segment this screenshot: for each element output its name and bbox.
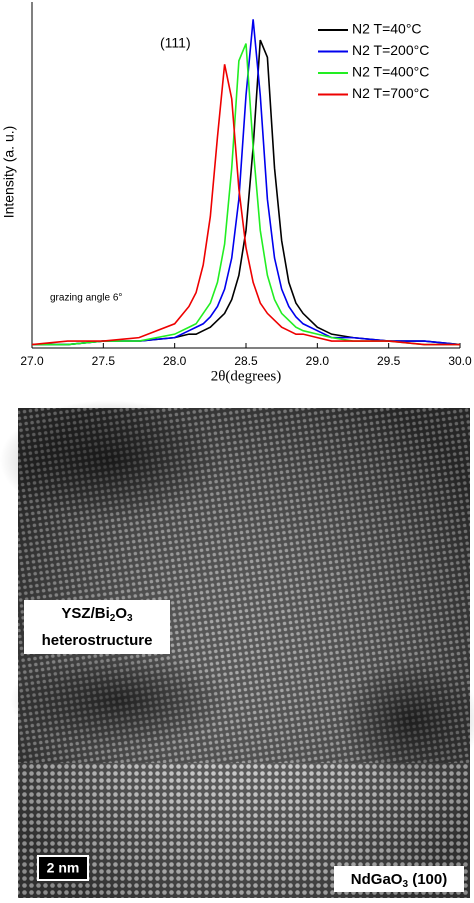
tem-shading <box>340 660 474 780</box>
label-part: (100) <box>408 871 447 888</box>
series-line <box>31 64 460 346</box>
tem-shading <box>0 400 220 520</box>
x-tick-label: 28.5 <box>234 354 258 368</box>
legend-label: N2 T=200°C <box>352 42 429 58</box>
legend-label: N2 T=400°C <box>352 64 429 80</box>
x-tick-label: 27.5 <box>92 354 116 368</box>
chart: Intensity (a. u.) 2θ(degrees) (111) graz… <box>1 2 472 384</box>
scale-bar <box>37 855 89 881</box>
scale-label: 2 nm <box>47 860 80 876</box>
y-axis-label: Intensity (a. u.) <box>1 126 17 219</box>
tem-label: NdGaO3 (100) <box>351 871 447 890</box>
label-part: YSZ/Bi <box>61 605 109 622</box>
label-part: NdGaO <box>351 871 403 888</box>
series-line <box>32 43 460 346</box>
label-part: 3 <box>127 613 133 624</box>
series-line <box>32 39 461 346</box>
label-box <box>24 600 170 654</box>
annotation: grazing angle 6° <box>50 293 122 304</box>
tem-shading <box>10 650 230 750</box>
x-axis-label: 2θ(degrees) <box>211 368 281 384</box>
x-tick-label: 28.0 <box>163 354 187 368</box>
annotation: (111) <box>160 35 191 51</box>
tem-label: YSZ/Bi2O3 <box>61 605 133 624</box>
x-tick-label: 29.5 <box>377 354 401 368</box>
legend-label: N2 T=700°C <box>352 85 429 101</box>
x-tick-label: 30.0 <box>448 354 472 368</box>
tem-image: YSZ/Bi2O3 heterostructure 2 nm NdGaO3 (1… <box>0 400 474 898</box>
x-tick-label: 27.0 <box>20 354 44 368</box>
label-part: 3 <box>402 879 408 890</box>
tem-label: heterostructure <box>42 632 153 649</box>
x-tick-label: 29.0 <box>306 354 330 368</box>
series-line <box>32 19 461 346</box>
label-part: 2 <box>110 613 116 624</box>
label-box <box>334 866 464 892</box>
legend-label: N2 T=40°C <box>352 21 422 37</box>
label-part: O <box>115 605 127 622</box>
